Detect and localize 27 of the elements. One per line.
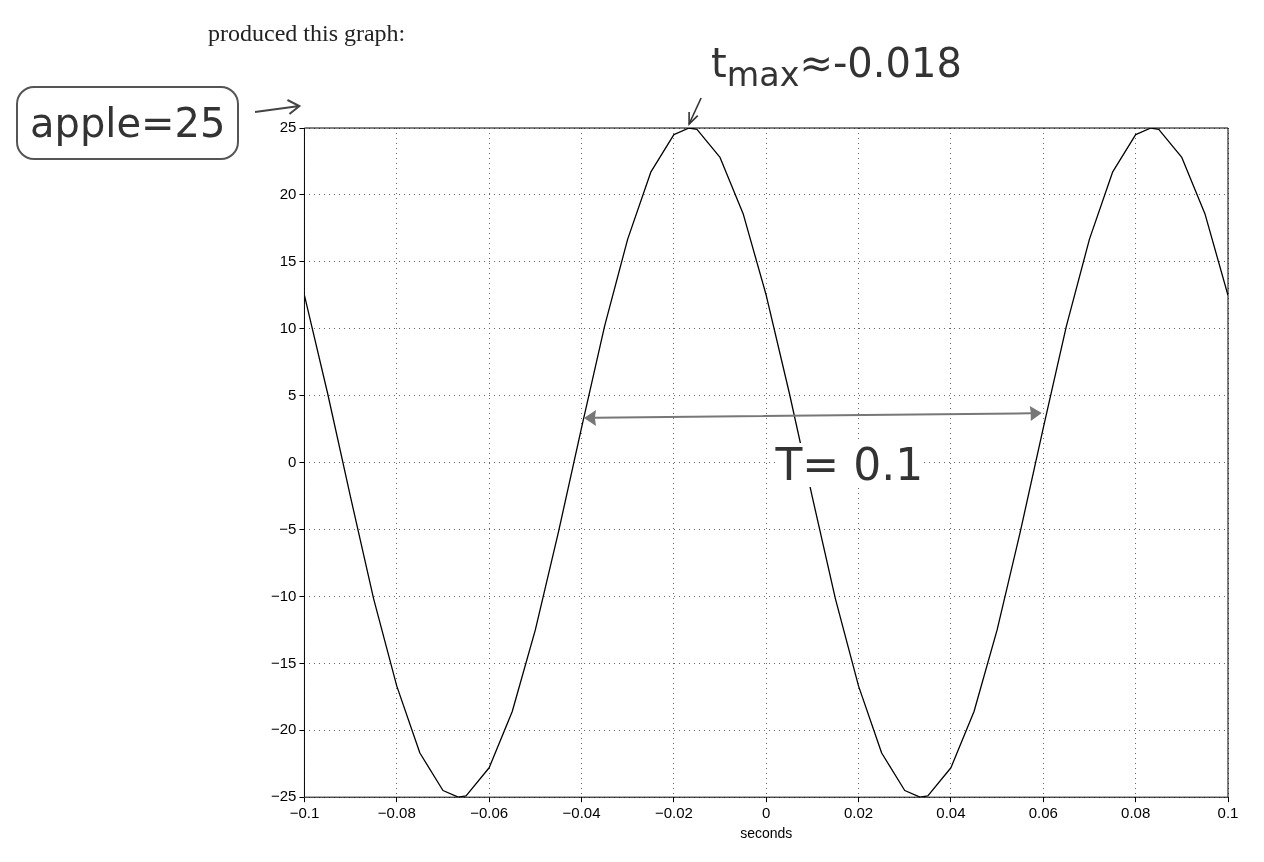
y-tick-label: 5	[288, 385, 297, 403]
annotation: T= 0.1	[775, 438, 924, 490]
y-tick-label: 20	[279, 185, 297, 203]
y-tick-label: −20	[270, 720, 297, 738]
x-tick-label: −0.08	[377, 804, 416, 822]
x-tick-label: −0.1	[289, 804, 320, 822]
text: apple=25	[16, 86, 240, 160]
annotation: t$_{max}$≈-0.018	[711, 40, 962, 94]
x-axis-title: seconds	[740, 825, 793, 842]
x-tick-label: 0.02	[843, 804, 874, 822]
y-tick-label: −10	[270, 586, 297, 604]
x-tick-label: 0.1	[1217, 804, 1239, 822]
y-tick-label: 25	[279, 118, 297, 136]
x-tick-label: −0.02	[654, 804, 693, 822]
y-tick-label: 15	[279, 251, 297, 269]
y-tick-label: −5	[279, 519, 297, 537]
x-tick-label: 0.04	[936, 804, 966, 822]
y-tick-label: −25	[270, 787, 297, 805]
x-tick-label: 0.08	[1121, 804, 1151, 822]
x-tick-label: 0	[762, 804, 771, 822]
x-tick-label: −0.06	[470, 804, 509, 822]
x-tick-label: 0.06	[1028, 804, 1058, 822]
y-tick-label: 10	[279, 318, 297, 336]
y-tick-label: 0	[288, 452, 297, 470]
y-tick-label: −15	[270, 653, 297, 671]
text: produced this graph:	[208, 20, 406, 47]
x-tick-label: −0.04	[562, 804, 601, 822]
